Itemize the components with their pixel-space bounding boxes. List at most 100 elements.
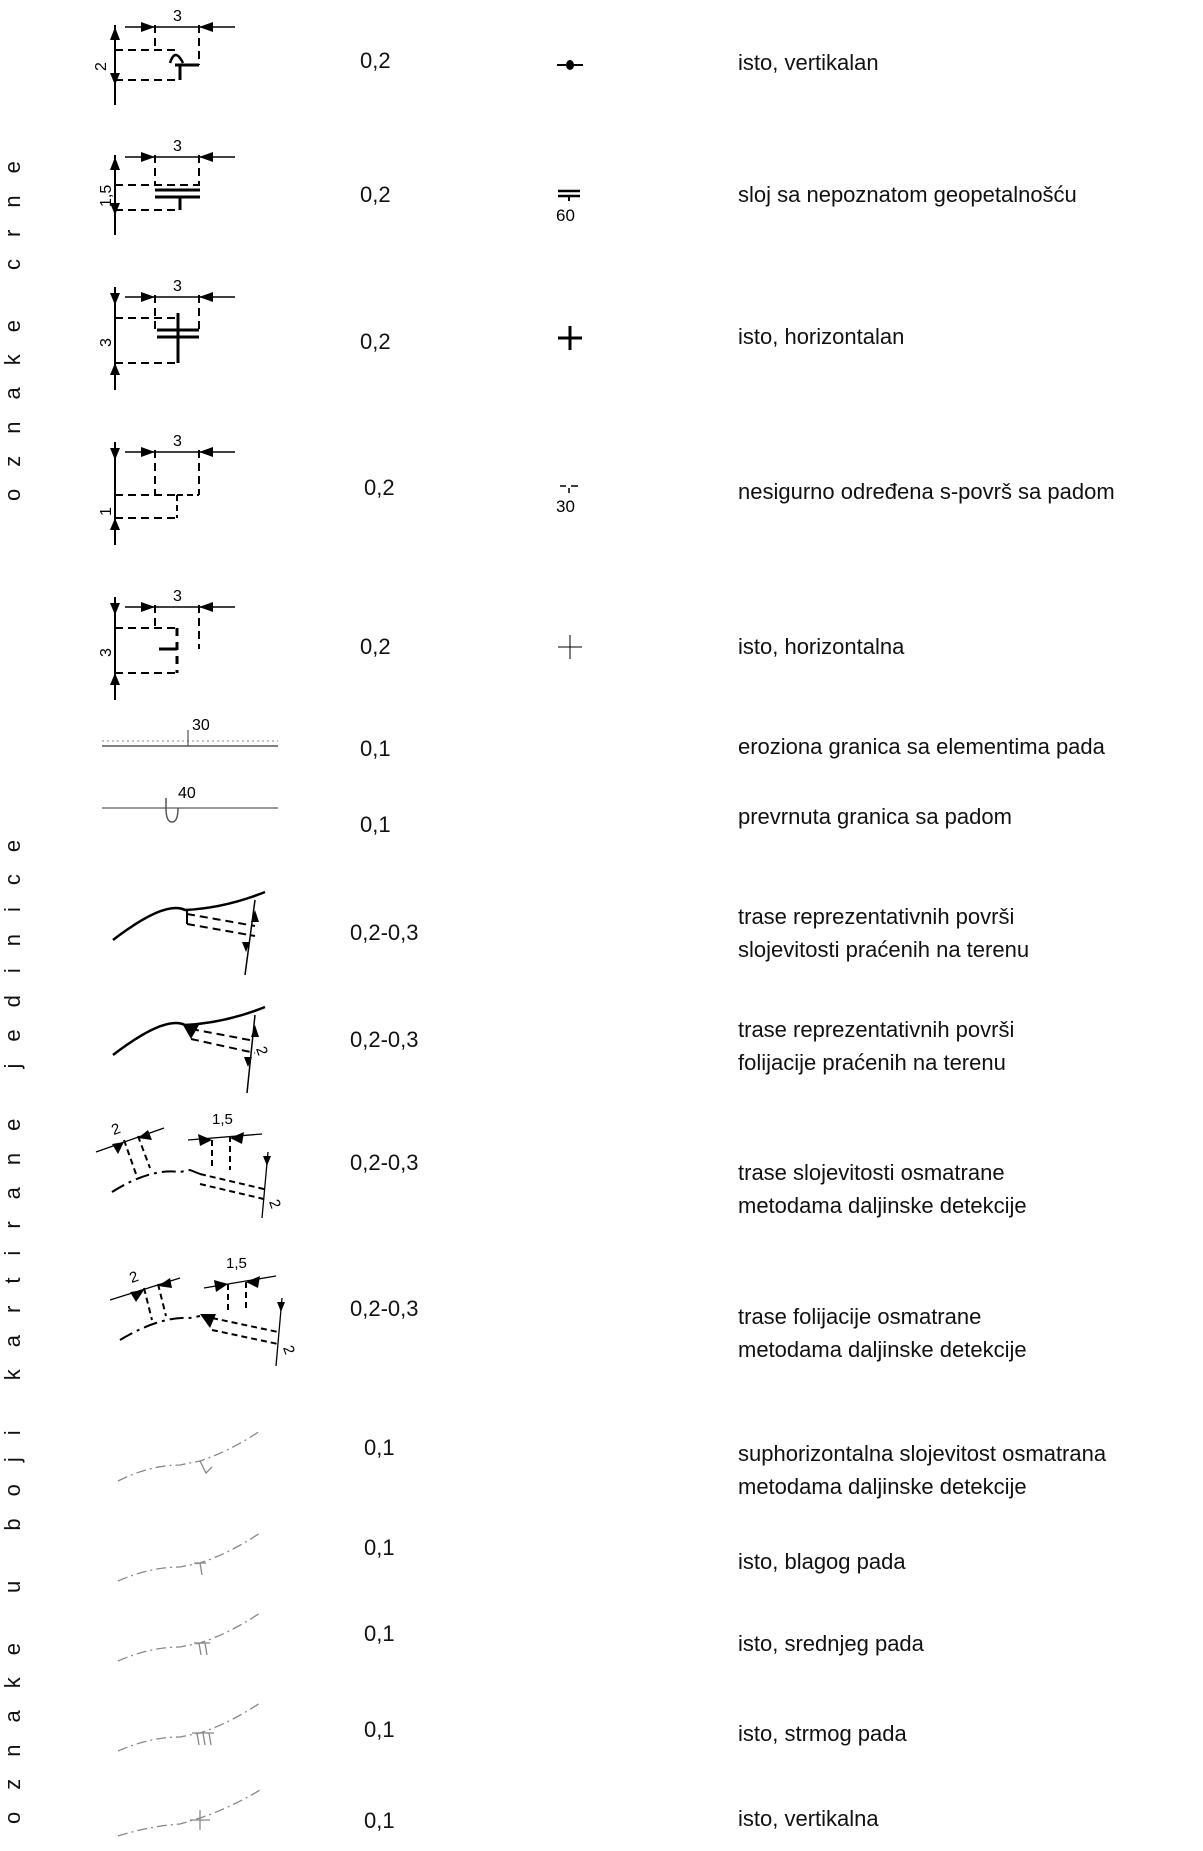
- legend-row: 2 0,2-0,3 trase reprezentativnih površi …: [0, 995, 1203, 1105]
- map-symbol-unknown-geopetal: 60: [556, 189, 580, 225]
- legend-row: 0,2-0,3 trase reprezentativnih površi sl…: [0, 880, 1203, 990]
- svg-text:40: 40: [178, 785, 196, 802]
- line-width-value: 0,1: [364, 1717, 395, 1742]
- line-width-value: 0,1: [360, 736, 391, 761]
- symbol-description: trase reprezentativnih površi folijacije…: [738, 1013, 1014, 1079]
- legend-row: 3 1,5 0,2 60 sloj sa nepoznatom geopetal…: [0, 130, 1203, 260]
- description-line-2: metodama daljinske detekcije: [738, 1337, 1027, 1362]
- line-width-value: 0,1: [364, 1535, 395, 1560]
- line-width-value: 0,2-0,3: [350, 1296, 419, 1321]
- svg-text:3: 3: [173, 8, 182, 25]
- symbol-description: suphorizontalna slojevitost osmatrana me…: [738, 1437, 1106, 1503]
- svg-text:3: 3: [98, 338, 115, 347]
- svg-text:2: 2: [279, 1343, 298, 1357]
- svg-text:3: 3: [98, 648, 115, 657]
- erosion-boundary-symbol: 30: [102, 717, 278, 747]
- line-width-value: 0,2: [360, 182, 391, 207]
- svg-text:2: 2: [265, 1197, 284, 1211]
- symbol-description: eroziona granica sa elementima pada: [738, 734, 1105, 759]
- description-line-1: trase slojevitosti osmatrane: [738, 1160, 1005, 1185]
- dimension-symbol-uncertain: 3 1: [98, 433, 235, 545]
- steep-dip-symbol: [117, 1702, 261, 1752]
- description-line-1: suphorizontalna slojevitost osmatrana: [738, 1441, 1107, 1466]
- dimension-symbol-horizontal-uncertain: 3 3: [98, 588, 235, 700]
- gentle-dip-symbol: [117, 1532, 261, 1582]
- symbol-description: trase slojevitosti osmatrane metodama da…: [738, 1156, 1027, 1222]
- legend-row: 0,1 suphorizontalna slojevitost osmatran…: [0, 1415, 1203, 1515]
- legend-row: 3 2 0,2 isto, vertikalan: [0, 0, 1203, 120]
- map-symbol-uncertain: 30: [556, 485, 578, 516]
- remote-bedding-trace-symbol: 2 1,5 2: [95, 1111, 284, 1219]
- svg-text:1,5: 1,5: [98, 185, 115, 207]
- legend-row: 0,1 isto, blagog pada: [0, 1525, 1203, 1605]
- svg-text:2: 2: [109, 1120, 123, 1139]
- legend-row: 30 0,1 eroziona granica sa elementima pa…: [0, 710, 1203, 780]
- description-line-2: folijacije praćenih na terenu: [738, 1050, 1006, 1075]
- legend-row: 2 1,5 2 0,2-0,3 trase slojevitosti osmat…: [0, 1100, 1203, 1240]
- line-width-value: 0,2-0,3: [350, 1150, 419, 1175]
- symbol-description: prevrnuta granica sa padom: [738, 804, 1012, 829]
- legend-row: 2 1,5 2 0,2-0,3 trase folijacije osmatra…: [0, 1240, 1203, 1390]
- symbol-description: isto, blagog pada: [738, 1549, 906, 1574]
- map-symbol-thin-cross: [558, 635, 582, 659]
- legend-row: 0,1 isto, strmog pada: [0, 1695, 1203, 1775]
- line-width-value: 0,2: [360, 329, 391, 354]
- line-width-value: 0,1: [364, 1621, 395, 1646]
- symbol-description: trase reprezentativnih površi slojevitos…: [738, 900, 1029, 966]
- symbol-description: isto, vertikalan: [738, 50, 879, 75]
- line-width-value: 0,2-0,3: [350, 920, 419, 945]
- symbol-description: isto, vertikalna: [738, 1806, 879, 1831]
- symbol-description: sloj sa nepoznatom geopetalnošću: [738, 182, 1077, 207]
- svg-text:1,5: 1,5: [226, 1255, 247, 1272]
- symbol-description: isto, strmog pada: [738, 1721, 907, 1746]
- description-line-1: trase reprezentativnih površi: [738, 904, 1015, 929]
- subhorizontal-bedding-symbol: [117, 1430, 261, 1482]
- dimension-symbol-unknown-geopetal: 3 1,5: [98, 138, 235, 235]
- symbol-description: trase folijacije osmatrane metodama dalj…: [738, 1300, 1027, 1366]
- symbol-description: nesigurno određena s-površ sa padom: [738, 479, 1115, 504]
- svg-text:1,5: 1,5: [212, 1111, 233, 1128]
- line-width-value: 0,2: [360, 634, 391, 659]
- vertical-dip-symbol: [117, 1789, 261, 1837]
- legend-row: 3 1 0,2 30 nesigurno određena s-površ sa…: [0, 420, 1203, 550]
- symbol-description: isto, srednjeg pada: [738, 1631, 924, 1656]
- svg-text:3: 3: [173, 433, 182, 450]
- bedding-trace-symbol: [112, 890, 266, 976]
- line-width-value: 0,2-0,3: [350, 1027, 419, 1052]
- legend-row: 0,1 isto, vertikalna: [0, 1780, 1203, 1851]
- svg-text:3: 3: [173, 588, 182, 605]
- line-width-value: 0,1: [360, 812, 391, 837]
- svg-text:2: 2: [95, 62, 110, 71]
- foliation-trace-symbol: 2: [112, 1005, 271, 1094]
- legend-row: 40 0,1 prevrnuta granica sa padom: [0, 780, 1203, 850]
- dimension-symbol-vertical: 3 2: [95, 8, 235, 105]
- legend-row: 3 3 0,2 isto, horizontalan: [0, 270, 1203, 410]
- overturned-boundary-symbol: 40: [102, 785, 278, 823]
- line-width-value: 0,2: [364, 475, 395, 500]
- line-width-value: 0,1: [364, 1808, 395, 1833]
- svg-text:2: 2: [127, 1268, 141, 1287]
- legend-row: 3 3 0,2 isto, horizontalna: [0, 580, 1203, 710]
- svg-text:1: 1: [98, 507, 115, 516]
- description-line-1: trase reprezentativnih površi: [738, 1017, 1015, 1042]
- description-line-2: metodama daljinske detekcije: [738, 1474, 1027, 1499]
- svg-text:30: 30: [192, 717, 210, 734]
- symbol-description: isto, horizontalna: [738, 634, 905, 659]
- remote-foliation-trace-symbol: 2 1,5 2: [109, 1255, 298, 1367]
- svg-text:60: 60: [556, 206, 575, 225]
- description-line-1: trase folijacije osmatrane: [738, 1304, 982, 1329]
- svg-text:3: 3: [173, 138, 182, 155]
- line-width-value: 0,2: [360, 48, 391, 73]
- symbol-description: isto, horizontalan: [738, 324, 905, 349]
- svg-text:30: 30: [556, 497, 575, 516]
- svg-text:3: 3: [173, 278, 182, 295]
- description-line-2: slojevitosti praćenih na terenu: [738, 937, 1030, 962]
- legend-row: 0,1 isto, srednjeg pada: [0, 1605, 1203, 1685]
- dimension-symbol-horizontal: 3 3: [98, 278, 235, 390]
- description-line-2: metodama daljinske detekcije: [738, 1193, 1027, 1218]
- svg-text:2: 2: [252, 1044, 271, 1058]
- map-symbol-bed-vertical: [557, 60, 583, 70]
- line-width-value: 0,1: [364, 1435, 395, 1460]
- medium-dip-symbol: [117, 1612, 261, 1662]
- map-symbol-horizontal-cross: [558, 326, 582, 350]
